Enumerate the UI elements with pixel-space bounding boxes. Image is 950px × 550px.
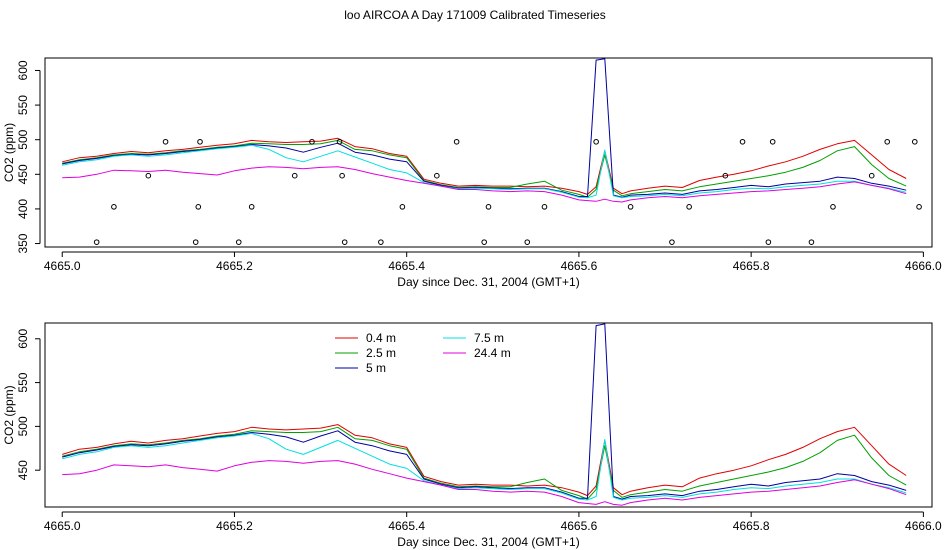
legend-label: 24.4 m [474,346,511,360]
x-tick-label: 4665.4 [388,259,425,273]
calibration-marker [769,138,776,145]
x-tick-label: 4666.0 [905,519,942,533]
y-tick-label: 500 [16,416,30,436]
calibration-marker [235,239,242,245]
legend-label: 0.4 m [366,331,396,345]
series-line-7-5-mm [62,432,907,501]
calibration-marker [765,239,772,245]
x-axis-title: Day since Dec. 31, 2004 (GMT+1) [397,535,579,549]
y-tick-label: 600 [16,328,30,348]
calibration-marker [627,204,634,210]
legend: 0.4 m2.5 m5 m 7.5 m24.4 m [335,331,511,375]
y-tick-label: 400 [16,199,30,219]
y-tick-label: 450 [16,164,30,184]
calibration-marker [739,138,746,145]
calibration-marker [884,138,891,145]
calibration-marker [830,204,836,210]
calibration-marker [336,138,343,145]
calibration-marker [399,204,406,210]
calibration-marker [341,239,348,245]
calibration-marker [593,138,599,145]
calibration-marker [541,204,548,210]
calibration-marker [197,138,203,145]
calibration-marker [722,172,729,179]
calibration-marker [162,138,169,145]
legend-label: 5 m [366,361,386,375]
calibration-marker [339,172,345,179]
y-tick-label: 600 [16,60,30,80]
x-axis-title: Day since Dec. 31, 2004 (GMT+1) [397,275,579,289]
calibration-marker [808,239,815,245]
calibration-marker [248,204,255,210]
series-line-7-5-mm [62,144,907,199]
calibration-marker [93,239,100,245]
series-line-5-mm [62,323,907,500]
calibration-marker [911,138,918,145]
calibration-marker [309,138,315,145]
y-tick-label: 350 [16,233,30,253]
series-line-0-4-mm [62,424,907,497]
legend-label: 2.5 m [366,346,396,360]
timeseries-panel-with-legend: 4665.0 4665.2 4665.4 4665.6 4665.8 4666.0 450 5… [2,322,942,549]
calibration-marker [485,204,492,210]
calibration-marker [686,204,692,210]
series-line-24-4-mm [62,166,907,203]
x-tick-label: 4665.8 [733,519,770,533]
calibration-marker [291,172,298,179]
calibration-marker [378,239,384,245]
x-tick-label: 4665.6 [561,519,598,533]
series-line-2-5-mm [62,139,907,198]
calibration-marker [669,239,675,245]
x-tick-label: 4665.4 [388,519,425,533]
x-tick-label: 4665.0 [44,519,81,533]
calibration-marker [481,239,487,245]
calibration-marker [524,239,531,245]
x-tick-label: 4666.0 [905,259,942,273]
calibration-marker [192,239,199,245]
x-tick-label: 4665.6 [561,259,598,273]
calibration-marker [916,204,922,210]
calibration-marker [434,172,440,179]
y-axis-title: CO2 (ppm) [2,385,16,444]
x-tick-label: 4665.0 [44,259,81,273]
timeseries-panel-with-markers: 4665.0 4665.2 4665.4 4665.6 4665.8 4666.0 350 4… [2,57,942,289]
x-tick-label: 4665.2 [216,519,253,533]
calibration-marker [145,172,152,179]
chart-title: loo AIRCOA A Day 171009 Calibrated Times… [344,8,605,22]
x-tick-label: 4665.2 [216,259,253,273]
series-line-5-mm [62,58,907,198]
y-tick-label: 450 [16,460,30,480]
legend-label: 7.5 m [474,331,504,345]
series-line-2-5-mm [62,426,907,500]
series-line-0-4-mm [62,137,907,195]
calibration-marker [453,138,460,145]
series-line-24-4-mm [62,460,907,506]
y-axis-title: CO2 (ppm) [2,123,16,182]
x-tick-label: 4665.8 [733,259,770,273]
calibration-marker [195,204,202,210]
y-tick-label: 550 [16,372,30,392]
y-tick-label: 550 [16,95,30,115]
calibration-marker [868,172,875,179]
calibration-marker [111,204,117,210]
plot-frame [44,322,933,508]
plot-frame [44,57,933,248]
y-tick-label: 500 [16,129,30,149]
